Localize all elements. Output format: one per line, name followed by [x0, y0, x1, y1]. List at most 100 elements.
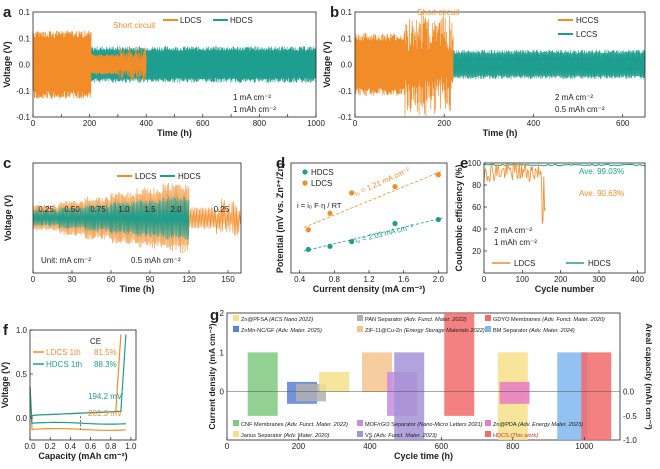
g-bar-current-0 — [247, 352, 278, 392]
d-equation: i = i₀ F·η / RT — [297, 201, 342, 210]
g-bar-capacity-7 — [444, 391, 475, 416]
d-xtick-label: 1.2 — [363, 275, 375, 284]
d-point-hdcs — [392, 220, 398, 227]
g-legend-label: MOF/rGO Separator (Nano-Micro Letters 20… — [365, 422, 483, 428]
g-xtick-label: 800 — [506, 442, 520, 451]
g-legend-swatch — [485, 431, 491, 437]
f-legend-ldcs-ce: 81.5% — [94, 348, 117, 357]
e-frame — [483, 162, 646, 274]
g-bar-capacity-11 — [581, 391, 612, 440]
g-bar-capacity-2 — [295, 391, 326, 402]
g-xtick-label: 0 — [225, 442, 230, 451]
e-areal-capacity: 1 mAh cm⁻² — [494, 238, 537, 247]
c-rate-label: 0.25 — [214, 205, 230, 214]
g-ylabel: Current density (mA cm⁻²) — [207, 323, 217, 429]
a-ytick-label: -0.1 — [16, 113, 30, 122]
c-legend-hdcs: HDCS — [178, 172, 201, 181]
a-series-ldcs-after — [90, 46, 147, 82]
g-bar-capacity-9 — [499, 391, 530, 404]
a-series-ldcs — [32, 30, 92, 99]
b-xtick-label: 400 — [527, 119, 541, 128]
g-legend-label: GDYO Membranes (Adv. Funct. Mater. 2020) — [493, 317, 605, 323]
g-legend-source: (Nano-Micro Letters 2021) — [417, 422, 482, 428]
a-xlabel: Time (h) — [157, 128, 192, 138]
e-ylabel: Coulombic efficiency (%) — [454, 164, 464, 271]
e-ave-hdcs: Ave. 99.03% — [579, 167, 624, 176]
c-areal-capacity: 0.5 mAh cm⁻² — [131, 256, 181, 265]
d-point-hdcs — [327, 243, 333, 249]
a-xtick-label: 600 — [196, 119, 210, 128]
f-ytick-label: 0.5 — [16, 370, 28, 379]
g-legend-source: (Adv. Funct. Mater. 2022) — [285, 422, 348, 428]
a-short-circuit: Short circuit — [113, 21, 156, 30]
f-xtick-label: 0.8 — [105, 442, 117, 451]
b-frame — [354, 11, 646, 118]
e-ytick-label: 40 — [472, 225, 481, 234]
c-rate-label: 1.5 — [144, 205, 156, 214]
f-legend-title: CE — [90, 337, 101, 346]
b-xtick-label: 0 — [353, 119, 358, 128]
f-series-ldcs-plating — [29, 387, 126, 431]
panel_g-letter: g — [210, 307, 219, 324]
c-xtick-label: 0 — [31, 275, 36, 284]
c-legend-ldcs: LDCS — [135, 172, 156, 181]
e-ytick-label: 80 — [472, 181, 481, 190]
g-ytick-label: 1 — [220, 348, 225, 357]
a-xtick-label: 0 — [31, 119, 36, 128]
c-ylabel: Voltage (V) — [3, 195, 13, 241]
b-ytick-label: 0.1 — [341, 34, 353, 43]
g-bar-current-6 — [394, 352, 425, 392]
d-point-hdcs — [305, 246, 311, 253]
e-ytick-label: 60 — [472, 203, 481, 212]
d-point-hdcs — [349, 238, 355, 245]
f-xtick-label: 0.2 — [45, 442, 57, 451]
a-xtick-label: 1000 — [307, 119, 325, 128]
d-point-ldcs — [435, 172, 441, 178]
g-legend-swatch — [485, 315, 491, 321]
g-xtick-label: 1000 — [575, 442, 593, 451]
f-ytick-label: 1.0 — [16, 326, 28, 335]
f-hdcs-overpotential: 194.2 mV — [88, 392, 123, 401]
g-legend-swatch — [357, 326, 363, 332]
f-xtick-label: 0.6 — [85, 442, 97, 451]
g-legend-label: Zn@PFSA (ACS Nano 2022) — [241, 317, 313, 323]
e-xtick-label: 300 — [592, 275, 606, 284]
g-ytick-label: 0 — [220, 388, 225, 397]
d-legend-marker-hdcs — [302, 169, 308, 175]
f-legend-hdcs-ce: 88.3% — [94, 360, 117, 369]
b-ytick-label: -0.1 — [338, 87, 352, 96]
panel_b-letter: b — [330, 4, 339, 21]
b-ytick-label: 0.0 — [341, 61, 353, 70]
d-fit-label-ldcs: i₀ = 1.21 mA cm⁻² — [353, 165, 411, 198]
a-ytick-label: 0.0 — [19, 61, 31, 70]
g-legend-swatch — [233, 420, 239, 426]
a-ytick-label: 0.1 — [19, 8, 31, 17]
b-ylabel: Voltage (V) — [322, 41, 332, 87]
g-legend-source: (Adv. Funct. Mater. 2020) — [542, 317, 605, 323]
a-xtick-label: 200 — [83, 119, 97, 128]
g-legend-source: (Adv. Energy Mater. 2023) — [518, 422, 583, 428]
g-legend-label: BM Separator (Adv. Mater. 2024) — [493, 328, 575, 334]
b-ytick-label: -0.1 — [338, 113, 352, 122]
g-legend-source: (Adv. Mater. 2025) — [276, 328, 322, 334]
f-ytick-label: 0.0 — [16, 414, 28, 423]
c-unit: Unit: mA cm⁻² — [41, 256, 91, 265]
g-legend-source: (ACS Nano 2022) — [269, 317, 313, 323]
b-legend-lccs: LCCS — [576, 30, 597, 39]
d-point-ldcs — [305, 227, 311, 233]
a-ytick-label: 0.1 — [19, 34, 31, 43]
g-legend-swatch — [485, 326, 491, 332]
d-fit-hdcs — [303, 217, 443, 252]
e-current-density: 2 mA cm⁻² — [494, 226, 532, 235]
d-legend-hdcs: HDCS — [311, 168, 334, 177]
a-xtick-label: 400 — [140, 119, 154, 128]
d-xlabel: Current density (mA cm⁻²) — [313, 284, 425, 294]
c-series-hdcs-seg — [162, 195, 190, 241]
f-ylabel: Voltage (V) — [0, 362, 10, 408]
g-bar-capacity-0 — [247, 391, 278, 416]
g-legend-source: (Adv. Mater. 2024) — [529, 328, 575, 334]
g-legend-label: PAN Separator (Adv. Funct. Mater. 2022) — [365, 317, 467, 323]
e-legend-ldcs: LDCS — [514, 259, 535, 268]
g-ytick-right-label: 0.0 — [623, 388, 635, 397]
